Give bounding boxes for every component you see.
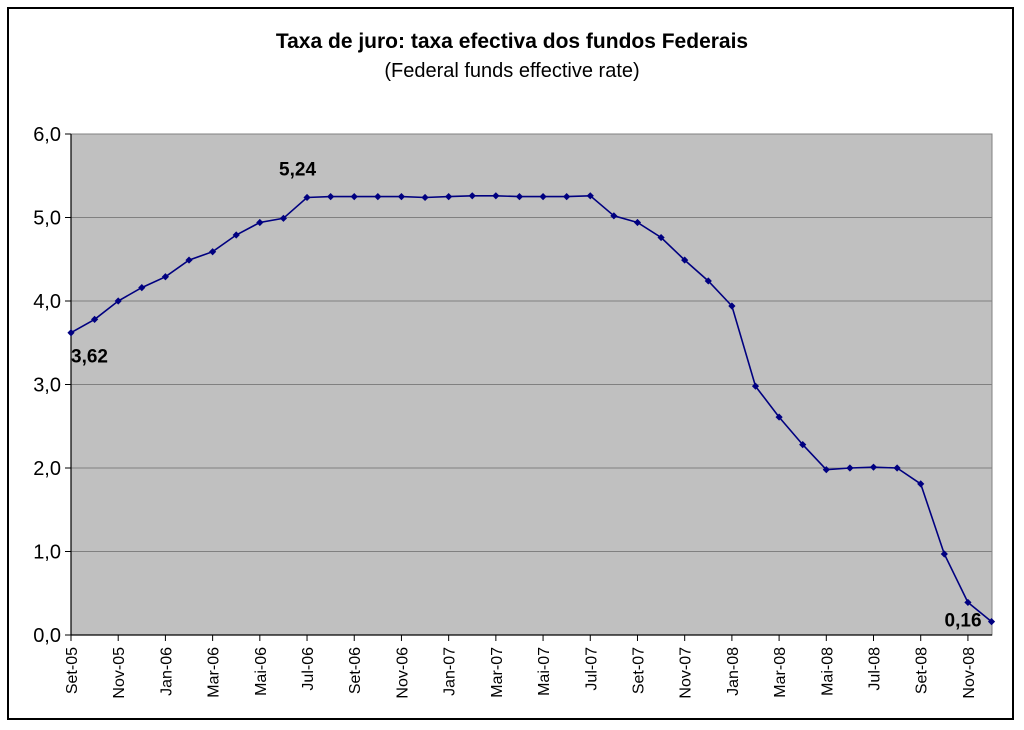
x-tick-label: Jul-06: [300, 647, 317, 691]
x-tick-label: Nov-06: [394, 647, 411, 699]
data-point: [940, 550, 948, 558]
data-point: [869, 463, 878, 471]
data-point: [138, 284, 146, 292]
data-point: [91, 315, 99, 323]
data-point: [987, 618, 996, 626]
x-tick-label: Set-08: [914, 647, 931, 694]
x-tick-label: Mai-07: [536, 647, 553, 696]
data-point: [67, 329, 75, 337]
data-point: [728, 302, 736, 310]
data-point: [161, 273, 170, 281]
data-point: [633, 218, 642, 227]
data-point: [681, 256, 689, 264]
data-point: [445, 193, 453, 201]
y-tick-label: 1,0: [33, 542, 61, 564]
x-tick-label: Set-07: [630, 647, 647, 694]
x-tick-label: Jan-06: [158, 647, 175, 696]
data-point: [209, 248, 217, 256]
data-point: [846, 464, 854, 472]
data-point: [256, 218, 264, 227]
data-point: [492, 192, 500, 200]
data-label: 0,16: [945, 611, 982, 632]
y-tick-label: 4,0: [33, 291, 61, 313]
data-point: [374, 193, 382, 201]
x-tick-label: Mai-08: [819, 647, 836, 696]
data-point: [232, 231, 240, 239]
data-point: [114, 297, 122, 305]
data-point: [799, 441, 807, 449]
data-point: [350, 193, 358, 201]
data-point: [303, 193, 311, 202]
data-point: [964, 598, 972, 607]
x-tick-label: Nov-07: [678, 647, 695, 699]
y-tick-label: 2,0: [33, 458, 61, 480]
y-tick-label: 0,0: [33, 625, 61, 647]
data-label: 3,62: [71, 347, 108, 368]
x-tick-label: Mar-06: [206, 647, 223, 698]
x-tick-label: Mar-08: [772, 647, 789, 698]
data-point: [327, 193, 335, 201]
data-point: [539, 193, 547, 201]
data-point: [185, 256, 193, 264]
data-label: 5,24: [279, 159, 316, 180]
data-point: [893, 464, 901, 472]
data-point: [751, 382, 760, 390]
data-point: [610, 212, 618, 220]
x-tick-label: Jul-07: [583, 647, 600, 691]
x-tick-label: Set-06: [347, 647, 364, 694]
x-tick-label: Set-05: [64, 647, 81, 694]
x-tick-label: Nov-08: [961, 647, 978, 699]
y-tick-label: 6,0: [33, 124, 61, 146]
data-point: [279, 214, 288, 222]
x-tick-label: Jan-08: [725, 647, 742, 696]
data-point: [775, 413, 783, 421]
series-line: [70, 194, 993, 623]
data-point: [468, 192, 476, 200]
chart-subtitle: (Federal funds effective rate): [384, 60, 640, 82]
data-point: [704, 277, 712, 285]
x-tick-label: Jan-07: [442, 647, 459, 696]
x-tick-label: Nov-05: [111, 647, 128, 699]
data-point: [515, 193, 524, 201]
x-tick-label: Mar-07: [489, 647, 506, 698]
data-point: [586, 192, 594, 200]
x-tick-label: Mai-06: [253, 647, 270, 696]
chart-title: Taxa de juro: taxa efectiva dos fundos F…: [275, 30, 749, 53]
data-point: [657, 233, 665, 242]
data-point: [563, 193, 571, 201]
data-point: [917, 480, 925, 488]
data-point: [421, 193, 429, 202]
x-tick-label: Jul-08: [867, 647, 884, 691]
data-point: [397, 193, 406, 201]
y-tick-label: 3,0: [33, 375, 61, 397]
y-tick-label: 5,0: [33, 208, 61, 230]
data-point: [822, 466, 830, 474]
